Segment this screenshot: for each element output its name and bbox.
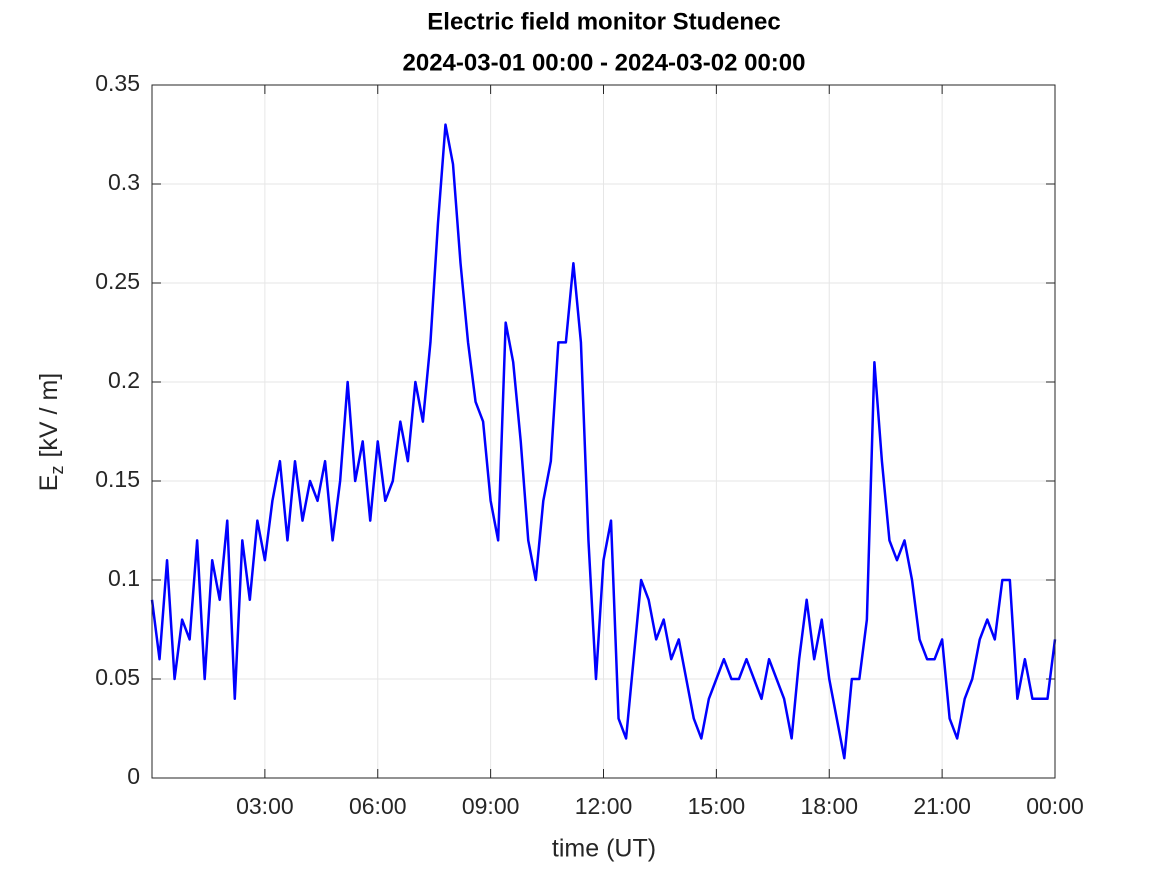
y-tick-label: 0.3 bbox=[108, 169, 140, 195]
x-tick-label: 00:00 bbox=[1026, 793, 1084, 819]
y-label-subscript: z bbox=[47, 466, 67, 475]
x-tick-label: 12:00 bbox=[575, 793, 633, 819]
y-tick-label: 0.25 bbox=[95, 268, 140, 294]
y-label-unit: [kV / m] bbox=[35, 373, 63, 458]
chart-subtitle: 2024-03-01 00:00 - 2024-03-02 00:00 bbox=[403, 49, 806, 76]
axes-box bbox=[151, 84, 1056, 779]
x-tick-label: 15:00 bbox=[688, 793, 746, 819]
y-tick-label: 0.35 bbox=[95, 70, 140, 96]
x-tick-label: 21:00 bbox=[913, 793, 971, 819]
y-tick-label: 0 bbox=[127, 763, 140, 789]
y-label-symbol: E bbox=[35, 475, 63, 492]
data-line bbox=[150, 123, 1057, 760]
y-tick-label: 0.1 bbox=[108, 565, 140, 591]
x-tick-label: 03:00 bbox=[236, 793, 294, 819]
x-tick-label: 18:00 bbox=[800, 793, 858, 819]
y-tick-label: 0.15 bbox=[95, 466, 140, 492]
x-axis-label: time (UT) bbox=[552, 835, 656, 863]
chart-title: Electric field monitor Studenec bbox=[427, 8, 780, 35]
y-tick-label: 0.05 bbox=[95, 664, 140, 690]
x-tick-label: 09:00 bbox=[462, 793, 520, 819]
y-axis-label: Ez [kV / m] bbox=[35, 373, 67, 491]
x-tick-label: 06:00 bbox=[349, 793, 407, 819]
y-tick-label: 0.2 bbox=[108, 367, 140, 393]
